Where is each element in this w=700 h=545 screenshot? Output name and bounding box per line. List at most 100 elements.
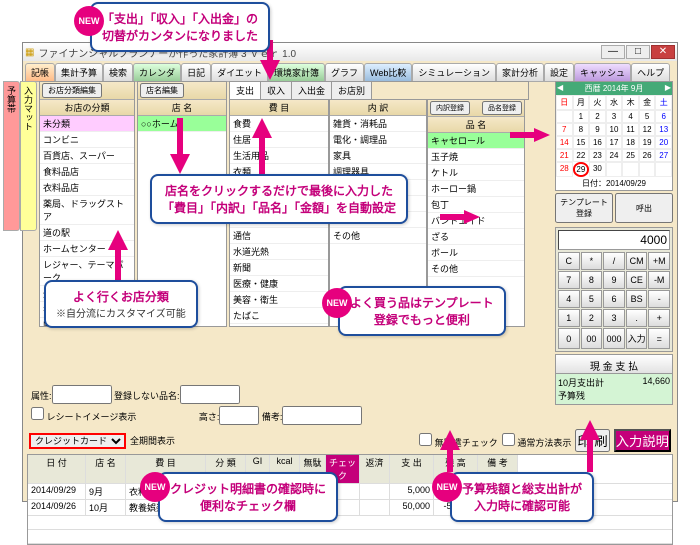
- cal-day[interactable]: 24: [606, 149, 623, 162]
- noreg-input[interactable]: [180, 385, 240, 404]
- key-9[interactable]: 9: [603, 271, 625, 289]
- side-tab[interactable]: 入力マット: [20, 81, 37, 231]
- menu-7[interactable]: グラフ: [325, 63, 364, 82]
- list-item[interactable]: 食費: [230, 116, 328, 132]
- list-item[interactable]: 美容・衛生: [230, 292, 328, 308]
- menu-1[interactable]: 集計予算: [55, 63, 103, 82]
- list-item[interactable]: 玉子焼: [428, 149, 524, 165]
- card-select[interactable]: クレジットカード: [29, 433, 126, 449]
- key-7[interactable]: 7: [558, 271, 580, 289]
- list-item[interactable]: ケトル: [428, 165, 524, 181]
- cal-day[interactable]: 26: [639, 149, 656, 162]
- edit-category-button[interactable]: お店分類編集: [42, 83, 102, 98]
- list-item[interactable]: 医療・健康: [230, 276, 328, 292]
- cal-day[interactable]: 10: [606, 123, 623, 136]
- cal-day[interactable]: 23: [589, 149, 606, 162]
- cal-day[interactable]: 25: [622, 149, 639, 162]
- menu-0[interactable]: 記帳: [25, 63, 55, 82]
- key-3[interactable]: 3: [603, 309, 625, 327]
- key-/[interactable]: /: [603, 252, 625, 270]
- expense-tab[interactable]: 入出金: [292, 82, 332, 99]
- key-CE[interactable]: CE: [626, 271, 648, 289]
- menu-9[interactable]: シミュレーション: [412, 63, 496, 82]
- list-item[interactable]: ボール: [428, 245, 524, 261]
- list-item[interactable]: その他: [428, 261, 524, 277]
- key-CM[interactable]: CM: [626, 252, 648, 270]
- chk2[interactable]: 通常方法表示: [502, 433, 572, 449]
- key--M[interactable]: -M: [648, 271, 670, 289]
- receipt-chk[interactable]: レシートイメージ表示: [31, 412, 136, 422]
- reg-uchiwake-button[interactable]: 内訳登録: [430, 101, 470, 115]
- list-item[interactable]: 未分類: [40, 116, 134, 132]
- key-=[interactable]: =: [648, 328, 670, 349]
- cal-day[interactable]: 28: [556, 162, 573, 177]
- cal-day[interactable]: 14: [556, 136, 573, 149]
- cal-day[interactable]: [639, 162, 656, 177]
- cal-day[interactable]: 29: [573, 162, 590, 177]
- key-2[interactable]: 2: [581, 309, 603, 327]
- cal-day[interactable]: 18: [622, 136, 639, 149]
- cal-day[interactable]: 5: [639, 110, 656, 123]
- list-item[interactable]: その他支出: [230, 324, 328, 326]
- key-000[interactable]: 000: [603, 328, 625, 349]
- key-1[interactable]: 1: [558, 309, 580, 327]
- list-item[interactable]: 食料品店: [40, 164, 134, 180]
- cal-day[interactable]: 7: [556, 123, 573, 136]
- cal-day[interactable]: [622, 162, 639, 177]
- memo-input[interactable]: [282, 406, 362, 425]
- side-tab[interactable]: 予算帯: [3, 81, 20, 231]
- cal-day[interactable]: 11: [622, 123, 639, 136]
- key-入力[interactable]: 入力: [626, 328, 648, 349]
- list-item[interactable]: ホーロー鍋: [428, 181, 524, 197]
- list-item[interactable]: コンビニ: [40, 132, 134, 148]
- cal-day[interactable]: 8: [573, 123, 590, 136]
- cal-day[interactable]: 19: [639, 136, 656, 149]
- list-item[interactable]: 生活用品: [230, 148, 328, 164]
- key-00[interactable]: 00: [581, 328, 603, 349]
- template-call-button[interactable]: 呼出: [615, 193, 673, 223]
- menu-12[interactable]: キャッシュ: [574, 63, 631, 82]
- maximize-button[interactable]: □: [626, 45, 650, 59]
- cal-day[interactable]: 9: [589, 123, 606, 136]
- expense-tab[interactable]: 収入: [261, 82, 292, 99]
- template-register-button[interactable]: テンプレート登録: [555, 193, 613, 223]
- list-item[interactable]: 水道光熱: [230, 244, 328, 260]
- cal-day[interactable]: 21: [556, 149, 573, 162]
- close-button[interactable]: ✕: [651, 45, 675, 59]
- menu-11[interactable]: 設定: [544, 63, 574, 82]
- reg-hinmei-button[interactable]: 品名登録: [482, 101, 522, 115]
- list-item[interactable]: 住居: [230, 132, 328, 148]
- attr-input[interactable]: [52, 385, 112, 404]
- expense-tab[interactable]: 支出: [230, 82, 261, 99]
- cal-next[interactable]: ▶: [665, 83, 671, 94]
- menu-10[interactable]: 家計分析: [496, 63, 544, 82]
- key--[interactable]: -: [648, 290, 670, 308]
- expense-tab[interactable]: お店別: [332, 82, 372, 99]
- edit-shop-button[interactable]: 店名編集: [140, 83, 184, 98]
- cal-day[interactable]: 27: [655, 149, 672, 162]
- cal-day[interactable]: 3: [606, 110, 623, 123]
- key-6[interactable]: 6: [603, 290, 625, 308]
- cal-day[interactable]: 15: [573, 136, 590, 149]
- key-.[interactable]: .: [626, 309, 648, 327]
- list-item[interactable]: たばこ: [230, 308, 328, 324]
- menu-2[interactable]: 検索: [103, 63, 133, 82]
- key-5[interactable]: 5: [581, 290, 603, 308]
- cal-day[interactable]: 12: [639, 123, 656, 136]
- cal-day[interactable]: 17: [606, 136, 623, 149]
- cal-day[interactable]: 22: [573, 149, 590, 162]
- key-8[interactable]: 8: [581, 271, 603, 289]
- minimize-button[interactable]: ―: [601, 45, 625, 59]
- cal-day[interactable]: 1: [573, 110, 590, 123]
- cal-day[interactable]: [655, 162, 672, 177]
- list-item[interactable]: 通信: [230, 228, 328, 244]
- menu-3[interactable]: カレンダ: [133, 63, 181, 82]
- list-item[interactable]: 百貨店、スーパー: [40, 148, 134, 164]
- key-BS[interactable]: BS: [626, 290, 648, 308]
- list-item[interactable]: ざる: [428, 229, 524, 245]
- cal-prev[interactable]: ◀: [557, 83, 563, 94]
- key-*[interactable]: *: [581, 252, 603, 270]
- list-item[interactable]: 衣料品店: [40, 180, 134, 196]
- list-item[interactable]: 薬局、ドラッグストア: [40, 196, 134, 225]
- cal-day[interactable]: [606, 162, 623, 177]
